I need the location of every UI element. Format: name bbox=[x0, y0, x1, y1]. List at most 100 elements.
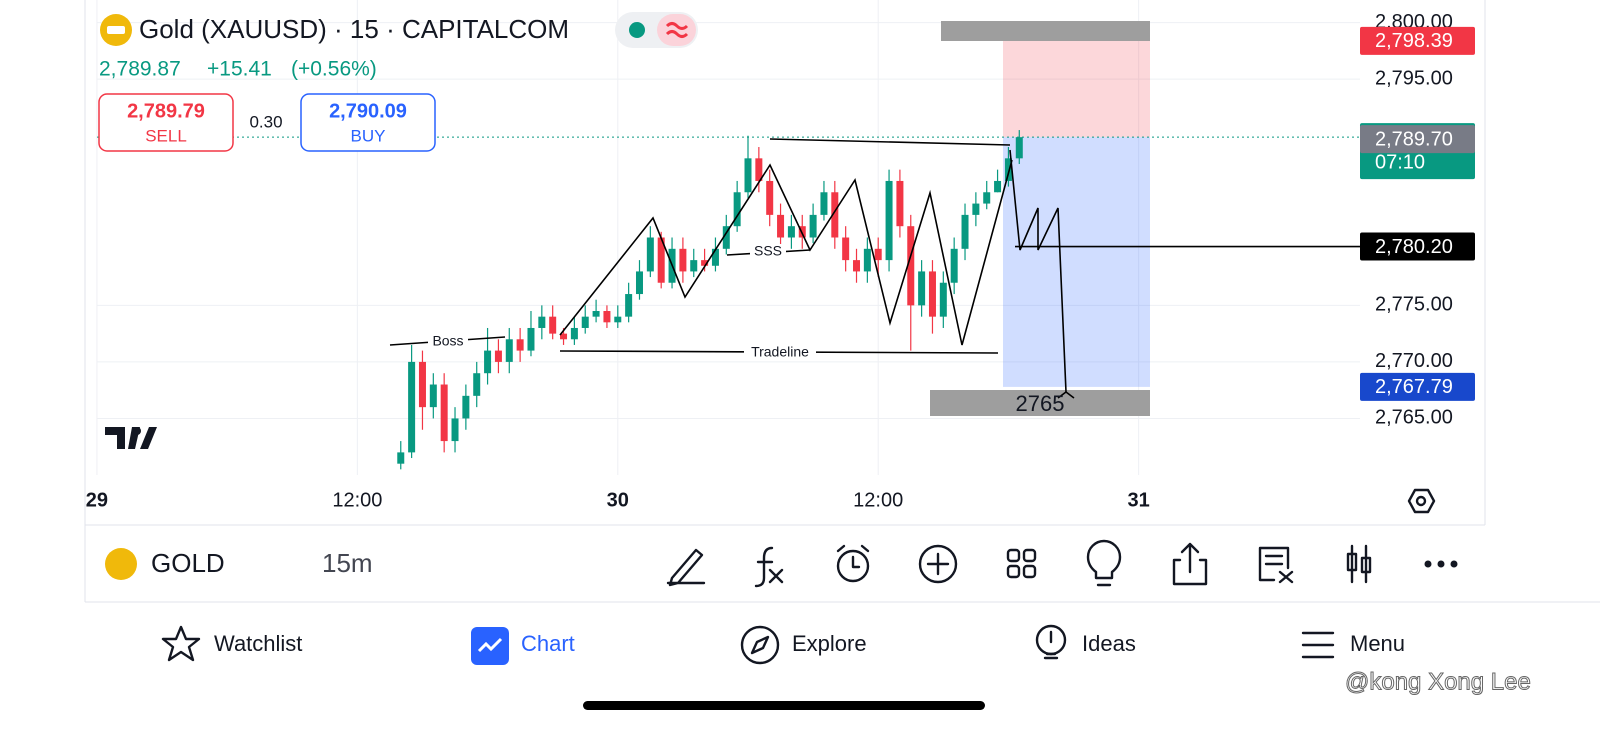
y-tick-label: 2,795.00 bbox=[1375, 67, 1453, 89]
y-tick-label: 2,765.00 bbox=[1375, 407, 1453, 429]
menu-icon[interactable] bbox=[1301, 631, 1335, 659]
candle-body bbox=[1004, 158, 1012, 181]
countdown: 07:10 bbox=[1375, 151, 1425, 173]
candle-body bbox=[787, 226, 795, 238]
candle-body bbox=[842, 237, 850, 261]
x-tick-label: 29 bbox=[86, 489, 108, 511]
chart-type-icon[interactable] bbox=[1346, 544, 1372, 584]
candle-body bbox=[679, 248, 687, 272]
candle-body bbox=[896, 180, 904, 227]
buy-button[interactable] bbox=[300, 93, 436, 152]
ideas-nav-icon[interactable] bbox=[1035, 624, 1067, 660]
candle-body bbox=[614, 316, 622, 323]
layout-icon[interactable] bbox=[1006, 548, 1037, 579]
candle-body bbox=[570, 327, 578, 340]
annotation: Boss bbox=[432, 333, 463, 349]
candle-body bbox=[1015, 137, 1023, 159]
candle-body bbox=[766, 180, 774, 215]
candle-body bbox=[755, 158, 763, 181]
more-icon[interactable] bbox=[1424, 560, 1458, 568]
candle-body bbox=[722, 226, 730, 249]
candle-body bbox=[484, 350, 492, 374]
candle-body bbox=[809, 214, 817, 238]
chart-icon bbox=[477, 637, 503, 653]
price-tag-label: 2,767.79 bbox=[1375, 376, 1453, 398]
tv-logo bbox=[105, 427, 157, 449]
x-tick-label: 12:00 bbox=[332, 489, 382, 511]
price-tag bbox=[1360, 125, 1475, 154]
projection bbox=[1009, 149, 1067, 393]
candle-body bbox=[820, 192, 828, 215]
spread: 0.30 bbox=[249, 112, 282, 131]
candle-body bbox=[690, 260, 698, 272]
x-tick-label: 12:00 bbox=[853, 489, 903, 511]
x-tick-label: 30 bbox=[607, 489, 629, 511]
watchlist-icon[interactable] bbox=[161, 625, 201, 662]
candle-body bbox=[950, 248, 958, 283]
candle-body bbox=[451, 418, 459, 442]
candle-body bbox=[972, 203, 980, 215]
candle-body bbox=[874, 248, 882, 261]
indicators-icon[interactable] bbox=[754, 546, 784, 588]
box bbox=[941, 21, 1150, 41]
y-tick-label: 2,775.00 bbox=[1375, 294, 1453, 316]
symbol-icon bbox=[105, 548, 137, 580]
zigzag bbox=[559, 159, 1013, 346]
candle-body bbox=[429, 384, 437, 408]
candle-body bbox=[505, 339, 513, 362]
position-zone bbox=[1003, 40, 1150, 138]
label-bg bbox=[744, 345, 816, 361]
news-icon[interactable] bbox=[1258, 546, 1294, 584]
candle-body bbox=[494, 350, 502, 362]
alert-icon[interactable] bbox=[836, 544, 870, 583]
candle-body bbox=[625, 294, 633, 317]
candle-body bbox=[831, 192, 839, 238]
candle-body bbox=[701, 260, 709, 266]
candle-body bbox=[918, 271, 926, 306]
sell-button[interactable] bbox=[98, 93, 234, 152]
nav-item[interactable]: Menu bbox=[1350, 631, 1405, 656]
y-tick-label: 2,770.00 bbox=[1375, 350, 1453, 372]
price-tag-label: 2,798.39 bbox=[1375, 30, 1453, 52]
toolbar-interval[interactable]: 15m bbox=[322, 548, 373, 578]
change: +15.41 bbox=[207, 58, 272, 81]
candle-body bbox=[907, 226, 915, 306]
candle-body bbox=[733, 192, 741, 227]
candle-body bbox=[646, 237, 654, 272]
candle-body bbox=[983, 192, 991, 204]
share-icon[interactable] bbox=[1172, 542, 1208, 586]
sell-label: SELL bbox=[145, 126, 187, 145]
sell-price: 2,789.79 bbox=[127, 100, 205, 122]
nav-item[interactable]: Explore bbox=[792, 631, 867, 656]
buy-price: 2,790.09 bbox=[329, 100, 407, 122]
home-indicator bbox=[583, 701, 985, 710]
explore-icon[interactable] bbox=[740, 625, 780, 665]
ideas-icon[interactable] bbox=[1086, 539, 1122, 587]
candle-body bbox=[408, 361, 416, 453]
box bbox=[930, 390, 1150, 416]
add-icon[interactable] bbox=[918, 544, 958, 584]
symbol-title[interactable]: Gold (XAUUSD) · 15 · CAPITALCOM bbox=[139, 14, 569, 44]
candle-body bbox=[592, 311, 600, 317]
toolbar-symbol[interactable]: GOLD bbox=[151, 548, 225, 578]
x-tick-label: 31 bbox=[1128, 489, 1150, 511]
indicator bbox=[657, 14, 696, 46]
candle-body bbox=[418, 361, 426, 408]
status-dot bbox=[629, 22, 645, 38]
candle-body bbox=[961, 214, 969, 249]
drawings: Boss SSS Tradeline 2765 bbox=[389, 21, 1150, 416]
nav-item[interactable]: Watchlist bbox=[214, 631, 302, 656]
price-tag bbox=[1360, 26, 1475, 55]
nav-item[interactable]: Chart bbox=[521, 631, 575, 656]
candle-body bbox=[549, 316, 557, 334]
candle-body bbox=[939, 282, 947, 317]
draw-icon[interactable] bbox=[666, 548, 706, 587]
settings-icon[interactable] bbox=[1407, 488, 1436, 514]
indicator bbox=[665, 22, 689, 38]
candle-body bbox=[473, 373, 481, 396]
position-zone bbox=[1003, 137, 1150, 387]
price-tag bbox=[1360, 232, 1475, 261]
nav-item[interactable]: Ideas bbox=[1082, 631, 1136, 656]
